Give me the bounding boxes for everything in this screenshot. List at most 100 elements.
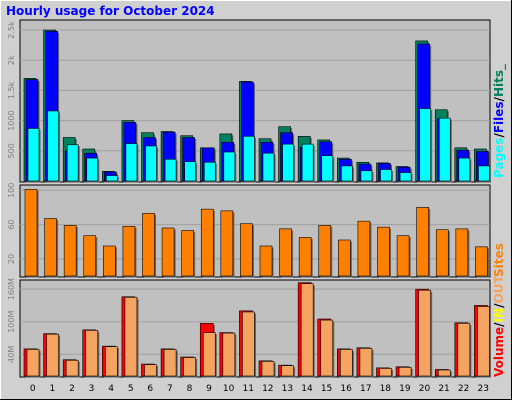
hour-label: 16 <box>340 384 352 394</box>
out-bar <box>457 323 471 377</box>
2-y-tick-label: 40M <box>7 346 16 363</box>
legend-tail: _ <box>492 64 507 70</box>
sites-bar <box>200 208 214 277</box>
sites-bar <box>357 220 371 277</box>
out-bar <box>202 332 216 377</box>
sites-bar <box>338 239 351 277</box>
sites-bar <box>83 235 97 277</box>
legend-hits: Hits <box>492 70 506 97</box>
out-bar <box>300 283 314 377</box>
pages-bar <box>164 158 177 182</box>
sites-bar <box>24 189 38 277</box>
sites-bar <box>63 225 77 277</box>
legend-volume-in-out: Volume/IN/OUT <box>492 275 506 377</box>
volume-panel: 40M 100M 160M <box>7 278 491 378</box>
sites-bar <box>259 245 273 277</box>
out-bar <box>261 361 275 377</box>
hour-label: 5 <box>128 384 134 394</box>
0-y-tick-label: 1000 <box>7 110 16 130</box>
pages-bar <box>478 165 490 182</box>
legend-sep-3: / <box>492 322 506 327</box>
sites-bar <box>416 207 429 277</box>
legend-in: IN <box>492 308 506 323</box>
hour-label: 4 <box>108 384 114 394</box>
sites-bar <box>161 227 175 277</box>
out-bar <box>65 359 79 377</box>
pages-bar <box>145 145 157 182</box>
out-bar <box>477 306 490 377</box>
sites-bar <box>435 229 449 277</box>
out-bar <box>398 367 412 377</box>
hour-label: 23 <box>477 384 488 394</box>
hour-label: 10 <box>223 384 235 394</box>
sites-bar <box>142 213 155 277</box>
out-bar <box>340 349 353 377</box>
0-y-tick-label: 2.5k <box>7 21 16 39</box>
pages-bar <box>399 172 412 182</box>
hour-label: 18 <box>380 384 392 394</box>
hour-label: 0 <box>30 384 36 394</box>
out-bar <box>379 368 392 377</box>
pages-bar <box>243 136 255 182</box>
hour-label: 1 <box>50 384 56 394</box>
hour-label: 2 <box>69 384 75 394</box>
sites-bar <box>318 225 332 277</box>
pages-bar <box>360 170 373 182</box>
pages-bar <box>438 117 451 182</box>
out-bar <box>105 346 118 377</box>
legend-sites: Sites <box>492 243 506 277</box>
pages-bar <box>321 155 334 182</box>
out-bar <box>144 364 157 377</box>
hour-label: 19 <box>399 384 411 394</box>
legend-sep-4: / <box>492 303 506 308</box>
1-y-tick-label: 20 <box>7 254 16 264</box>
hour-label: 15 <box>321 384 332 394</box>
out-bar <box>437 369 451 377</box>
sites-plot-area <box>19 184 491 278</box>
pages-bar <box>380 169 392 182</box>
hour-label: 7 <box>167 384 173 394</box>
pages-bar <box>458 157 471 182</box>
pages-bar <box>262 152 275 182</box>
hits-files-pages-panel: 500 1000 1.5k 2k 2.5k <box>7 19 491 183</box>
pages-bar <box>184 161 196 182</box>
sites-bar <box>298 237 312 277</box>
out-bar <box>85 330 99 377</box>
legend-out: OUT <box>492 275 506 304</box>
sites-bar <box>240 223 253 277</box>
1-y-tick-label: 60 <box>7 219 16 229</box>
out-bar <box>359 348 373 377</box>
out-bar <box>163 349 177 377</box>
hour-label: 3 <box>89 384 95 394</box>
sites-panel: 20 60 100 <box>7 183 491 278</box>
pages-bar <box>125 143 138 182</box>
pages-bar <box>66 144 79 182</box>
legend-sep-1: / <box>492 133 506 138</box>
hour-label: 22 <box>458 384 469 394</box>
hour-label: 13 <box>282 384 293 394</box>
0-y-tick-label: 1.5k <box>7 81 16 99</box>
pages-bar <box>282 143 294 182</box>
hour-label: 11 <box>242 384 253 394</box>
0-y-tick-label: 2k <box>7 55 16 65</box>
sites-bar <box>279 228 292 277</box>
hour-label: 14 <box>301 384 313 394</box>
pages-bar <box>203 161 216 182</box>
out-bar <box>46 333 59 377</box>
pages-bar <box>223 151 236 182</box>
hour-label: 17 <box>360 384 371 394</box>
legend-volume: Volume <box>492 327 506 377</box>
hour-label: 21 <box>438 384 449 394</box>
out-bar <box>183 357 196 377</box>
out-bar <box>26 349 40 377</box>
sites-bar <box>396 235 410 277</box>
pages-bar <box>86 157 99 182</box>
2-y-tick-label: 160M <box>7 278 16 300</box>
1-y-tick-label: 100 <box>7 183 16 198</box>
sites-bar <box>122 225 136 277</box>
sites-bar <box>103 245 116 277</box>
sites-bar <box>475 246 488 277</box>
out-bar <box>124 296 138 377</box>
sites-bar <box>377 226 390 277</box>
